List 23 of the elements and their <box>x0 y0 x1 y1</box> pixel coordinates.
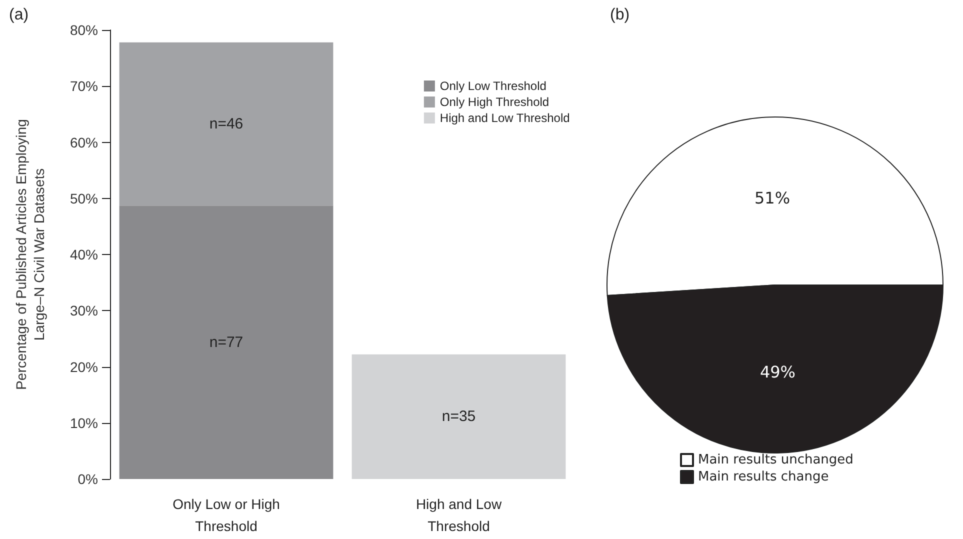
data-label: 49% <box>760 362 796 382</box>
y-tick-label: 0% <box>78 471 98 487</box>
legend-label: High and Low Threshold <box>440 111 570 125</box>
annotation: n=35 <box>442 408 476 426</box>
annotation: n=46 <box>209 116 244 133</box>
y-tick-label: 50% <box>70 190 98 206</box>
legend-label: Only Low Threshold <box>440 79 546 93</box>
legend-label: Only High Threshold <box>440 95 550 109</box>
y-tick-label: 30% <box>70 302 98 319</box>
legend-label: Main results change <box>698 470 829 484</box>
data-label: 51% <box>754 188 790 208</box>
y-tick-label: 80% <box>70 22 98 38</box>
y-tick-label: 70% <box>70 78 98 94</box>
y-axis-title: Percentage of Published Articles Employing Large–N Civil War Datasets <box>13 119 47 390</box>
legend-label: Main results unchanged <box>698 452 854 468</box>
y-tick-label: 60% <box>70 134 98 150</box>
chart-title: (b) <box>610 6 630 24</box>
y-tick-label: 10% <box>70 414 98 431</box>
x-tick-label: Only Low or High Threshold <box>172 496 280 534</box>
chart-title: (a) <box>9 6 29 24</box>
annotation: n=77 <box>209 334 244 351</box>
y-tick-label: 20% <box>70 358 98 375</box>
y-tick-label: 40% <box>70 246 98 262</box>
